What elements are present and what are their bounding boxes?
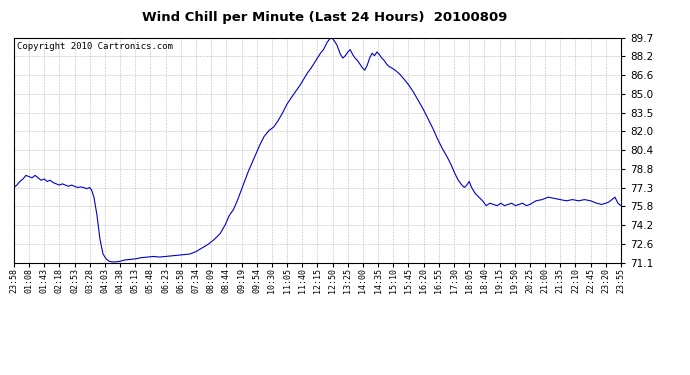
Text: Wind Chill per Minute (Last 24 Hours)  20100809: Wind Chill per Minute (Last 24 Hours) 20… bbox=[141, 11, 507, 24]
Text: Copyright 2010 Cartronics.com: Copyright 2010 Cartronics.com bbox=[17, 42, 172, 51]
